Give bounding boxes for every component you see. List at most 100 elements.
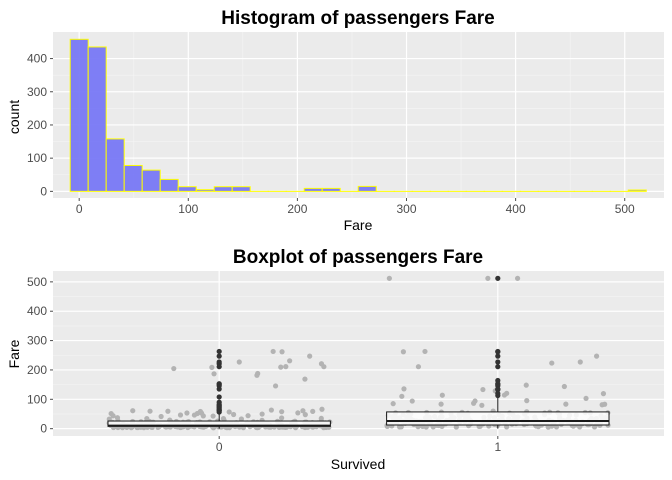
jitter-point [191, 412, 198, 418]
jitter-point [563, 401, 569, 407]
histogram-x-ticks: 0 100 200 300 400 500 [76, 198, 635, 216]
jitter-point [209, 364, 215, 370]
jitter-point [591, 424, 598, 430]
jitter-point [523, 382, 529, 388]
boxplot-outlier-point [216, 394, 222, 400]
jitter-point [439, 392, 445, 398]
jitter-point [319, 406, 325, 412]
jitter-point [283, 364, 289, 370]
histogram-bar [213, 186, 233, 192]
boxplot-outlier-point [216, 359, 222, 365]
boxplot-x-axis-label: Survived [331, 456, 385, 472]
jitter-point [422, 348, 428, 355]
histogram-x-axis-label: Fare [344, 217, 373, 233]
histogram-bar [303, 187, 323, 192]
jitter-point [245, 413, 251, 419]
boxplot-y-tick-label: 400 [27, 304, 47, 318]
histogram-y-tick-label: 200 [27, 118, 47, 132]
jitter-point [130, 408, 136, 414]
jitter-point [198, 410, 205, 416]
boxplot-outlier-point [216, 348, 222, 355]
histogram-bar [627, 189, 647, 192]
jitter-point [302, 376, 308, 382]
jitter-point [593, 353, 600, 359]
jitter-point [600, 391, 607, 397]
jitter-point [386, 275, 392, 281]
jitter-point [501, 392, 508, 398]
histogram-bar [87, 46, 107, 192]
histogram-y-tick-label: 100 [27, 151, 47, 165]
boxplot-outlier-point [495, 348, 501, 355]
histogram-bars [69, 38, 647, 192]
jitter-point [577, 359, 583, 365]
jitter-point [210, 413, 216, 419]
histogram-x-tick-label: 0 [76, 202, 83, 216]
histogram-x-tick-label: 500 [615, 202, 635, 216]
jitter-point [270, 348, 276, 355]
histogram-y-tick-label: 300 [27, 85, 47, 99]
boxplot-outlier-point [495, 359, 501, 365]
jitter-point [453, 424, 459, 430]
jitter-point [254, 372, 260, 378]
jitter-point [471, 400, 477, 406]
jitter-point [238, 416, 244, 422]
boxplot-box [386, 411, 610, 426]
jitter-point [171, 365, 177, 372]
jitter-point [602, 401, 608, 407]
histogram-x-tick-label: 100 [178, 202, 198, 216]
histogram-title: Histogram of passengers Fare [221, 8, 494, 29]
jitter-point [438, 401, 444, 407]
histogram-bar [195, 189, 215, 192]
jitter-point [278, 364, 284, 370]
histogram-y-tick-label: 400 [27, 52, 47, 66]
jitter-point [485, 275, 491, 281]
jitter-point [409, 398, 415, 404]
boxplot-boxes [107, 275, 610, 429]
histogram-bar [159, 178, 179, 192]
jitter-point [236, 359, 242, 365]
boxplot-y-ticks: 0 100 200 300 400 500 [27, 275, 53, 436]
boxplot-y-tick-label: 100 [27, 392, 47, 406]
jitter-point [165, 408, 171, 414]
jitter-point [295, 410, 301, 416]
jitter-point [147, 408, 153, 414]
jitter-point [211, 371, 217, 377]
boxplot-outlier-point [495, 377, 501, 384]
boxplot-outlier-point [495, 353, 501, 359]
histogram-bar [123, 164, 143, 192]
histogram-x-tick-label: 300 [396, 202, 416, 216]
jitter-point [279, 415, 285, 421]
histogram-y-ticks: 0 100 200 300 400 [27, 52, 53, 198]
jitter-point [226, 409, 232, 415]
jitter-point [106, 416, 112, 422]
jitter-point [549, 360, 555, 366]
boxplot-y-tick-label: 200 [27, 363, 47, 377]
histogram-y-tick-label: 0 [40, 184, 47, 198]
jitter-point [272, 383, 279, 389]
jitter-point [310, 408, 316, 414]
jitter-point [524, 398, 530, 404]
boxplot-y-tick-label: 300 [27, 334, 47, 348]
jitter-point [300, 408, 306, 414]
boxplot-outlier-point [495, 364, 501, 370]
histogram-bar [177, 186, 197, 192]
jitter-point [401, 386, 407, 392]
jitter-point [279, 349, 285, 355]
boxplot-panel [53, 271, 664, 436]
jitter-point [279, 409, 285, 415]
boxplot-outlier-point [495, 275, 501, 281]
jitter-point [231, 411, 237, 418]
boxplot-outlier-point [216, 399, 222, 405]
jitter-point [268, 407, 274, 413]
jitter-point [514, 275, 521, 281]
boxplot-y-tick-label: 500 [27, 275, 47, 289]
jitter-point [415, 364, 422, 370]
histogram-bar [105, 138, 125, 192]
jitter-point [177, 412, 184, 418]
boxplot-outlier-point [495, 390, 501, 397]
jitter-point [318, 361, 325, 367]
boxplot-y-axis-label: Fare [6, 339, 22, 368]
boxplot-outlier-point [216, 353, 222, 359]
